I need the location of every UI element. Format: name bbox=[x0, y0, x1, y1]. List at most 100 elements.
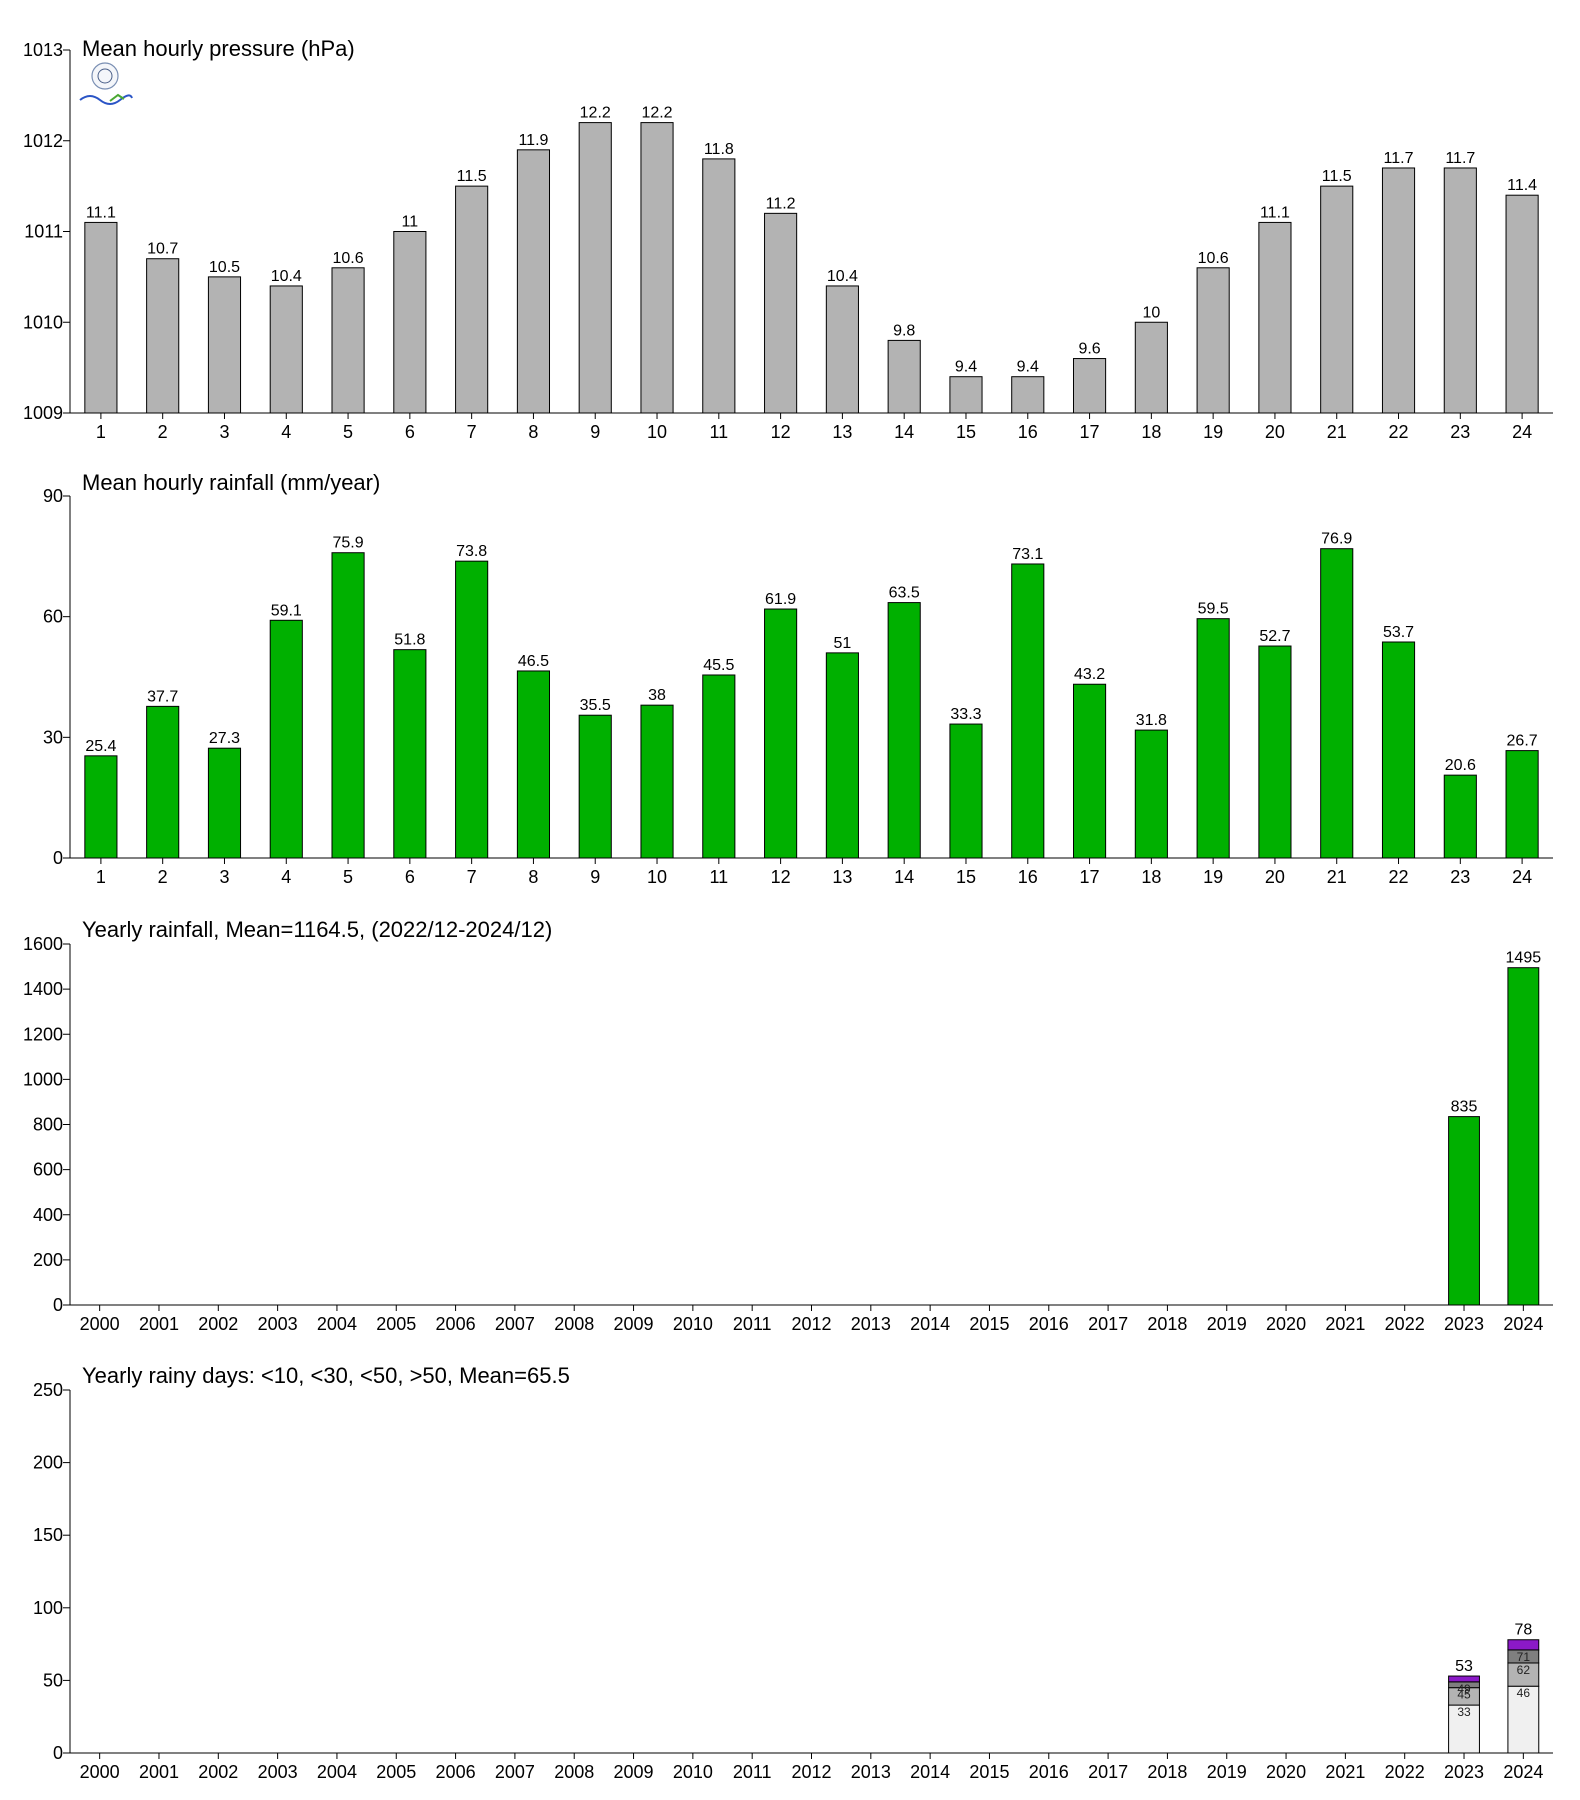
x-tick-label: 2019 bbox=[1207, 1762, 1247, 1782]
data-label-9: 12.2 bbox=[580, 105, 611, 122]
bar-22 bbox=[1381, 641, 1416, 859]
data-label-12: 61.9 bbox=[765, 591, 796, 608]
x-tick-label: 2018 bbox=[1147, 1314, 1187, 1334]
rainy-days-segment-label: 45 bbox=[1457, 1688, 1471, 1702]
x-tick-label: 10 bbox=[647, 867, 667, 887]
bar-16 bbox=[1011, 376, 1045, 414]
x-tick-label: 2004 bbox=[317, 1314, 357, 1334]
x-tick-label: 10 bbox=[647, 422, 667, 442]
x-tick-label: 2008 bbox=[554, 1314, 594, 1334]
data-label-18: 10 bbox=[1142, 304, 1160, 321]
y-tick-label: 1600 bbox=[23, 934, 63, 954]
x-tick-label: 2018 bbox=[1147, 1762, 1187, 1782]
bar-22 bbox=[1381, 167, 1416, 414]
x-tick-label: 2013 bbox=[851, 1314, 891, 1334]
x-tick-label: 2009 bbox=[614, 1314, 654, 1334]
bar-1 bbox=[84, 221, 118, 414]
bar-8 bbox=[516, 670, 551, 859]
x-tick-label: 2006 bbox=[436, 1314, 476, 1334]
x-tick-label: 8 bbox=[528, 867, 538, 887]
x-tick-label: 2021 bbox=[1325, 1314, 1365, 1334]
rainy-days-axes: 0 50 100 150 200 250 2000 2001 2002 2003 2004 2005 2… bbox=[33, 1380, 1553, 1782]
x-tick-label: 16 bbox=[1018, 867, 1038, 887]
x-tick-label: 18 bbox=[1141, 867, 1161, 887]
bar-18 bbox=[1134, 729, 1168, 859]
x-tick-label: 14 bbox=[894, 422, 914, 442]
data-label-22: 53.7 bbox=[1383, 624, 1414, 641]
data-label-12: 11.2 bbox=[766, 195, 796, 212]
x-tick-label: 2013 bbox=[851, 1762, 891, 1782]
x-tick-label: 2006 bbox=[436, 1762, 476, 1782]
x-tick-label: 2005 bbox=[376, 1314, 416, 1334]
x-tick-label: 5 bbox=[343, 867, 353, 887]
bar-17 bbox=[1072, 683, 1107, 859]
x-tick-label: 21 bbox=[1327, 422, 1347, 442]
x-tick-label: 19 bbox=[1203, 867, 1223, 887]
data-label-2: 37.7 bbox=[147, 688, 178, 705]
bar-12 bbox=[764, 608, 798, 859]
x-tick-label: 2016 bbox=[1029, 1762, 1069, 1782]
x-tick-label: 2012 bbox=[791, 1314, 831, 1334]
data-label-19: 10.6 bbox=[1198, 250, 1229, 267]
pressure-bars: 11.1 10.7 10.5 10.4 10.6 11 11.5 11.9 12.2 12.2 11… bbox=[84, 105, 1539, 414]
x-tick-label: 2011 bbox=[733, 1314, 772, 1334]
data-label-2024: 1495 bbox=[1506, 950, 1542, 967]
bar-4 bbox=[269, 619, 303, 859]
bar-4 bbox=[269, 285, 303, 414]
data-label-5: 75.9 bbox=[332, 535, 363, 552]
data-label-16: 73.1 bbox=[1012, 546, 1043, 563]
x-tick-label: 20 bbox=[1265, 867, 1285, 887]
data-label-19: 59.5 bbox=[1198, 601, 1229, 618]
y-tick-label: 800 bbox=[33, 1115, 63, 1135]
data-label-14: 63.5 bbox=[889, 585, 920, 602]
data-label-3: 10.5 bbox=[209, 259, 240, 276]
data-label-21: 76.9 bbox=[1321, 531, 1352, 548]
bar-23 bbox=[1443, 774, 1477, 859]
bar-9 bbox=[578, 122, 612, 414]
data-label-10: 38 bbox=[648, 687, 666, 704]
data-label-22: 11.7 bbox=[1384, 150, 1414, 167]
rainy-days-segment-label: 71 bbox=[1517, 1650, 1531, 1664]
pressure-title: Mean hourly pressure (hPa) bbox=[82, 36, 355, 61]
data-label-1: 11.1 bbox=[86, 204, 116, 221]
data-label-17: 43.2 bbox=[1074, 666, 1105, 683]
x-tick-label: 6 bbox=[405, 422, 415, 442]
data-label-23: 20.6 bbox=[1445, 757, 1476, 774]
logo-seal-inner-icon bbox=[97, 68, 113, 84]
x-tick-label: 2023 bbox=[1444, 1314, 1484, 1334]
x-tick-label: 2019 bbox=[1207, 1314, 1247, 1334]
rainfall-yearly-title: Yearly rainfall, Mean=1164.5, (2022/12-2… bbox=[82, 917, 552, 942]
x-tick-label: 6 bbox=[405, 867, 415, 887]
x-tick-label: 18 bbox=[1141, 422, 1161, 442]
rainy-days-panel: Yearly rainy days: <10, <30, <50, >50, M… bbox=[33, 1363, 1553, 1782]
data-label-20: 52.7 bbox=[1259, 628, 1290, 645]
data-label-9: 35.5 bbox=[580, 697, 611, 714]
x-tick-label: 1 bbox=[96, 867, 106, 887]
x-tick-label: 2010 bbox=[673, 1762, 713, 1782]
x-tick-label: 2005 bbox=[376, 1762, 416, 1782]
data-label-6: 51.8 bbox=[394, 632, 425, 649]
rainy-days-segment-label: 49 bbox=[1457, 1682, 1471, 1696]
data-label-15: 33.3 bbox=[950, 706, 981, 723]
x-tick-label: 11 bbox=[709, 867, 728, 887]
bar-21 bbox=[1320, 185, 1354, 414]
x-tick-label: 2 bbox=[158, 422, 168, 442]
x-tick-label: 2011 bbox=[733, 1762, 772, 1782]
x-tick-label: 17 bbox=[1080, 422, 1100, 442]
y-tick-label: 200 bbox=[33, 1453, 63, 1473]
y-tick-label: 0 bbox=[53, 1295, 63, 1315]
x-tick-label: 2002 bbox=[198, 1314, 238, 1334]
y-tick-label: 60 bbox=[43, 607, 63, 627]
pressure-panel: Mean hourly pressure (hPa) 1009101010111… bbox=[23, 36, 1553, 442]
x-tick-label: 2 bbox=[158, 867, 168, 887]
bar-20 bbox=[1258, 645, 1292, 859]
logo bbox=[79, 62, 133, 105]
x-tick-label: 2000 bbox=[80, 1314, 120, 1334]
x-tick-label: 2001 bbox=[139, 1314, 179, 1334]
x-tick-label: 7 bbox=[467, 422, 477, 442]
bar-24 bbox=[1505, 750, 1539, 859]
x-tick-label: 23 bbox=[1450, 867, 1470, 887]
rainy-days-segment-label: 46 bbox=[1517, 1686, 1531, 1700]
